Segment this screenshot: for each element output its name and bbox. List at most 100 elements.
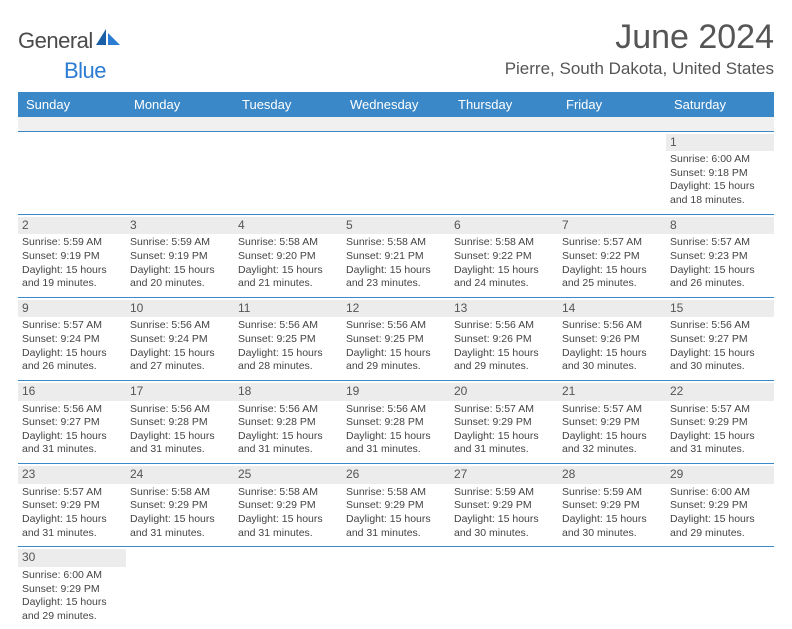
day-header: Wednesday [342, 92, 450, 117]
sunrise-line: Sunrise: 5:57 AM [454, 403, 554, 417]
calendar-cell: 22Sunrise: 5:57 AMSunset: 9:29 PMDayligh… [666, 380, 774, 463]
calendar-cell: 26Sunrise: 5:58 AMSunset: 9:29 PMDayligh… [342, 464, 450, 547]
day-number: 30 [18, 549, 126, 567]
daylight-line: Daylight: 15 hours and 30 minutes. [454, 513, 554, 540]
calendar-cell: 28Sunrise: 5:59 AMSunset: 9:29 PMDayligh… [558, 464, 666, 547]
day-number: 22 [666, 383, 774, 401]
sunset-line: Sunset: 9:29 PM [562, 499, 662, 513]
day-header-row: SundayMondayTuesdayWednesdayThursdayFrid… [18, 92, 774, 117]
sunrise-line: Sunrise: 5:56 AM [130, 403, 230, 417]
day-header: Saturday [666, 92, 774, 117]
sunset-line: Sunset: 9:22 PM [562, 250, 662, 264]
sunrise-line: Sunrise: 5:56 AM [238, 319, 338, 333]
daylight-line: Daylight: 15 hours and 30 minutes. [670, 347, 770, 374]
sunrise-line: Sunrise: 5:57 AM [670, 403, 770, 417]
calendar-cell [342, 131, 450, 214]
sunrise-line: Sunrise: 6:00 AM [670, 153, 770, 167]
daylight-line: Daylight: 15 hours and 29 minutes. [454, 347, 554, 374]
daylight-line: Daylight: 15 hours and 18 minutes. [670, 180, 770, 207]
day-number: 21 [558, 383, 666, 401]
calendar-cell: 11Sunrise: 5:56 AMSunset: 9:25 PMDayligh… [234, 297, 342, 380]
calendar-cell: 27Sunrise: 5:59 AMSunset: 9:29 PMDayligh… [450, 464, 558, 547]
sunset-line: Sunset: 9:23 PM [670, 250, 770, 264]
sunset-line: Sunset: 9:19 PM [130, 250, 230, 264]
daylight-line: Daylight: 15 hours and 30 minutes. [562, 347, 662, 374]
daylight-line: Daylight: 15 hours and 32 minutes. [562, 430, 662, 457]
logo-name-part2: Blue [64, 58, 106, 83]
calendar-cell: 1Sunrise: 6:00 AMSunset: 9:18 PMDaylight… [666, 131, 774, 214]
sunset-line: Sunset: 9:29 PM [238, 499, 338, 513]
daylight-line: Daylight: 15 hours and 30 minutes. [562, 513, 662, 540]
day-number: 16 [18, 383, 126, 401]
sunset-line: Sunset: 9:29 PM [346, 499, 446, 513]
sunrise-line: Sunrise: 5:56 AM [346, 403, 446, 417]
daylight-line: Daylight: 15 hours and 25 minutes. [562, 264, 662, 291]
calendar-cell [450, 547, 558, 629]
sunrise-line: Sunrise: 5:58 AM [346, 486, 446, 500]
sunrise-line: Sunrise: 5:58 AM [130, 486, 230, 500]
sunrise-line: Sunrise: 5:57 AM [670, 236, 770, 250]
daylight-line: Daylight: 15 hours and 28 minutes. [238, 347, 338, 374]
calendar-cell [558, 547, 666, 629]
sunrise-line: Sunrise: 5:56 AM [562, 319, 662, 333]
calendar-cell: 4Sunrise: 5:58 AMSunset: 9:20 PMDaylight… [234, 214, 342, 297]
daylight-line: Daylight: 15 hours and 31 minutes. [454, 430, 554, 457]
calendar-table: SundayMondayTuesdayWednesdayThursdayFrid… [18, 92, 774, 629]
sunset-line: Sunset: 9:22 PM [454, 250, 554, 264]
sunrise-line: Sunrise: 5:56 AM [346, 319, 446, 333]
sunrise-line: Sunrise: 6:00 AM [22, 569, 122, 583]
sunrise-line: Sunrise: 6:00 AM [670, 486, 770, 500]
sunset-line: Sunset: 9:24 PM [130, 333, 230, 347]
day-number: 7 [558, 217, 666, 235]
calendar-cell: 10Sunrise: 5:56 AMSunset: 9:24 PMDayligh… [126, 297, 234, 380]
title-block: June 2024 Pierre, South Dakota, United S… [505, 18, 774, 79]
sunrise-line: Sunrise: 5:56 AM [22, 403, 122, 417]
day-number: 18 [234, 383, 342, 401]
calendar-week: 2Sunrise: 5:59 AMSunset: 9:19 PMDaylight… [18, 214, 774, 297]
day-header: Tuesday [234, 92, 342, 117]
daylight-line: Daylight: 15 hours and 31 minutes. [22, 513, 122, 540]
daylight-line: Daylight: 15 hours and 19 minutes. [22, 264, 122, 291]
sunrise-line: Sunrise: 5:56 AM [238, 403, 338, 417]
sunrise-line: Sunrise: 5:59 AM [22, 236, 122, 250]
daylight-line: Daylight: 15 hours and 20 minutes. [130, 264, 230, 291]
daylight-line: Daylight: 15 hours and 31 minutes. [238, 513, 338, 540]
sunset-line: Sunset: 9:29 PM [22, 583, 122, 597]
day-number: 23 [18, 466, 126, 484]
daylight-line: Daylight: 15 hours and 31 minutes. [238, 430, 338, 457]
daylight-line: Daylight: 15 hours and 29 minutes. [22, 596, 122, 623]
calendar-week: 9Sunrise: 5:57 AMSunset: 9:24 PMDaylight… [18, 297, 774, 380]
day-number: 14 [558, 300, 666, 318]
calendar-cell: 5Sunrise: 5:58 AMSunset: 9:21 PMDaylight… [342, 214, 450, 297]
day-number: 9 [18, 300, 126, 318]
day-number: 25 [234, 466, 342, 484]
calendar-cell: 23Sunrise: 5:57 AMSunset: 9:29 PMDayligh… [18, 464, 126, 547]
sunrise-line: Sunrise: 5:57 AM [562, 236, 662, 250]
day-number: 27 [450, 466, 558, 484]
sunset-line: Sunset: 9:27 PM [22, 416, 122, 430]
day-number: 29 [666, 466, 774, 484]
sunset-line: Sunset: 9:18 PM [670, 167, 770, 181]
calendar-cell: 25Sunrise: 5:58 AMSunset: 9:29 PMDayligh… [234, 464, 342, 547]
logo: GeneralBlue [18, 18, 121, 84]
calendar-cell: 19Sunrise: 5:56 AMSunset: 9:28 PMDayligh… [342, 380, 450, 463]
sunrise-line: Sunrise: 5:57 AM [22, 486, 122, 500]
calendar-cell: 3Sunrise: 5:59 AMSunset: 9:19 PMDaylight… [126, 214, 234, 297]
daylight-line: Daylight: 15 hours and 23 minutes. [346, 264, 446, 291]
spacer-row [18, 117, 774, 131]
sunset-line: Sunset: 9:29 PM [562, 416, 662, 430]
sunset-line: Sunset: 9:29 PM [454, 499, 554, 513]
sunset-line: Sunset: 9:29 PM [454, 416, 554, 430]
sunset-line: Sunset: 9:24 PM [22, 333, 122, 347]
logo-text: GeneralBlue [18, 26, 121, 84]
day-number: 4 [234, 217, 342, 235]
calendar-cell: 29Sunrise: 6:00 AMSunset: 9:29 PMDayligh… [666, 464, 774, 547]
day-number: 28 [558, 466, 666, 484]
sunset-line: Sunset: 9:29 PM [670, 416, 770, 430]
daylight-line: Daylight: 15 hours and 31 minutes. [130, 430, 230, 457]
sail-icon [95, 26, 121, 52]
calendar-cell: 6Sunrise: 5:58 AMSunset: 9:22 PMDaylight… [450, 214, 558, 297]
calendar-cell: 17Sunrise: 5:56 AMSunset: 9:28 PMDayligh… [126, 380, 234, 463]
day-number: 17 [126, 383, 234, 401]
calendar-cell: 7Sunrise: 5:57 AMSunset: 9:22 PMDaylight… [558, 214, 666, 297]
